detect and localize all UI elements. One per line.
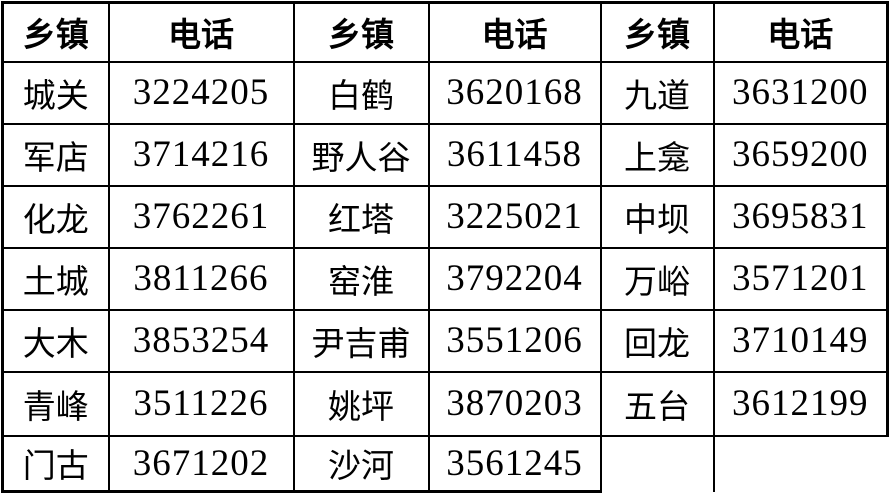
township-cell: 白鹤 [292,60,430,125]
township-cell: 门古 [1,434,110,493]
phone-cell: 3511226 [107,370,295,437]
table-row: 青峰 3511226 姚坪 3870203 五台 3612199 [1,370,889,437]
header-phone-3: 电话 [712,1,889,63]
township-cell: 土城 [1,246,110,311]
phone-cell: 3695831 [712,184,889,249]
phone-cell: 3792204 [427,246,602,311]
township-cell: 化龙 [1,184,110,249]
township-cell: 上龛 [599,122,715,187]
township-cell: 中坝 [599,184,715,249]
township-cell: 尹吉甫 [292,308,430,373]
phone-cell: 3811266 [107,246,295,311]
phone-cell: 3620168 [427,60,602,125]
table-row: 大木 3853254 尹吉甫 3551206 回龙 3710149 [1,308,889,373]
phone-cell: 3612199 [712,370,889,437]
phone-cell: 3870203 [427,370,602,437]
phone-cell: 3631200 [712,60,889,125]
phone-cell: 3611458 [427,122,602,187]
phone-cell: 3551206 [427,308,602,373]
phone-cell: 3853254 [107,308,295,373]
phone-cell: 3762261 [107,184,295,249]
township-cell: 大木 [1,308,110,373]
table-row: 军店 3714216 野人谷 3611458 上龛 3659200 [1,122,889,187]
table-row: 化龙 3762261 红塔 3225021 中坝 3695831 [1,184,889,249]
header-township-3: 乡镇 [599,1,715,63]
township-cell: 野人谷 [292,122,430,187]
township-cell: 红塔 [292,184,430,249]
header-township-1: 乡镇 [1,1,110,63]
township-cell: 回龙 [599,308,715,373]
header-township-2: 乡镇 [292,1,430,63]
table-row: 城关 3224205 白鹤 3620168 九道 3631200 [1,60,889,125]
phone-cell: 3224205 [107,60,295,125]
phone-cell: 3571201 [712,246,889,311]
header-row: 乡镇 电话 乡镇 电话 乡镇 电话 [1,1,889,63]
township-cell: 姚坪 [292,370,430,437]
township-cell: 窑淮 [292,246,430,311]
township-cell: 青峰 [1,370,110,437]
township-cell: 城关 [1,60,110,125]
phone-cell-empty [712,434,888,492]
township-cell: 军店 [1,122,110,187]
phone-cell: 3710149 [712,308,889,373]
header-phone-1: 电话 [107,1,295,63]
phone-cell: 3659200 [712,122,889,187]
header-phone-2: 电话 [427,1,602,63]
township-cell-empty [599,434,715,492]
township-cell: 九道 [599,60,715,125]
table-row: 土城 3811266 窑淮 3792204 万峪 3571201 [1,246,889,311]
phone-cell: 3225021 [427,184,602,249]
phone-cell: 3561245 [427,434,602,493]
phone-cell: 3671202 [107,434,295,493]
township-cell: 万峪 [599,246,715,311]
township-cell: 五台 [599,370,715,437]
phone-cell: 3714216 [107,122,295,187]
table-row: 门古 3671202 沙河 3561245 [1,434,888,493]
township-cell: 沙河 [292,434,430,493]
